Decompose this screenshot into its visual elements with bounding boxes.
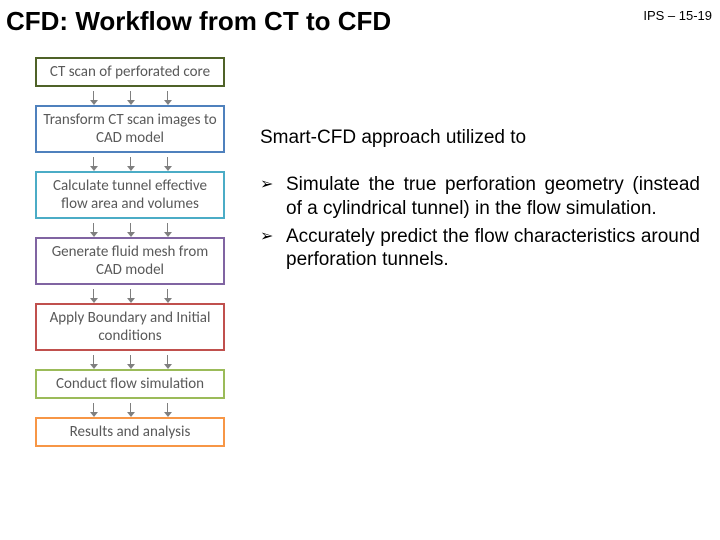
- arrow-group: [93, 285, 168, 303]
- down-arrow-icon: [130, 355, 131, 365]
- header-row: CFD: Workflow from CT to CFD IPS – 15-19: [0, 0, 720, 37]
- down-arrow-icon: [130, 157, 131, 167]
- workflow-column: CT scan of perforated core Transform CT s…: [30, 57, 230, 447]
- arrow-group: [93, 351, 168, 369]
- workflow-step: Results and analysis: [35, 417, 225, 447]
- down-arrow-icon: [167, 91, 168, 101]
- content-area: CT scan of perforated core Transform CT s…: [0, 37, 720, 447]
- bullet-item: ➢ Simulate the true perforation geometry …: [260, 173, 700, 221]
- arrow-group: [93, 399, 168, 417]
- workflow-step: Generate fluid mesh from CAD model: [35, 237, 225, 285]
- down-arrow-icon: [130, 91, 131, 101]
- bullet-text: Accurately predict the flow characterist…: [286, 226, 700, 271]
- down-arrow-icon: [130, 223, 131, 233]
- down-arrow-icon: [167, 403, 168, 413]
- down-arrow-icon: [130, 403, 131, 413]
- bullet-marker-icon: ➢: [260, 227, 273, 247]
- page-title: CFD: Workflow from CT to CFD: [6, 6, 391, 37]
- arrow-group: [93, 153, 168, 171]
- workflow-step: Transform CT scan images to CAD model: [35, 105, 225, 153]
- down-arrow-icon: [93, 91, 94, 101]
- down-arrow-icon: [167, 355, 168, 365]
- bullet-item: ➢ Accurately predict the flow characteris…: [260, 225, 700, 273]
- down-arrow-icon: [93, 223, 94, 233]
- header-code: IPS – 15-19: [643, 6, 712, 23]
- bullet-text: Simulate the true perforation geometry (…: [286, 174, 700, 219]
- arrow-group: [93, 87, 168, 105]
- arrow-group: [93, 219, 168, 237]
- down-arrow-icon: [130, 289, 131, 299]
- workflow-step: Apply Boundary and Initial conditions: [35, 303, 225, 351]
- intro-text: Smart-CFD approach utilized to: [260, 127, 700, 149]
- description-column: Smart-CFD approach utilized to ➢ Simulate…: [260, 57, 710, 447]
- down-arrow-icon: [93, 403, 94, 413]
- down-arrow-icon: [93, 157, 94, 167]
- workflow-step: Calculate tunnel effective flow area and…: [35, 171, 225, 219]
- down-arrow-icon: [167, 289, 168, 299]
- down-arrow-icon: [93, 355, 94, 365]
- workflow-step: Conduct flow simulation: [35, 369, 225, 399]
- bullet-list: ➢ Simulate the true perforation geometry …: [260, 173, 700, 272]
- bullet-marker-icon: ➢: [260, 175, 273, 195]
- workflow-step: CT scan of perforated core: [35, 57, 225, 87]
- down-arrow-icon: [93, 289, 94, 299]
- down-arrow-icon: [167, 157, 168, 167]
- down-arrow-icon: [167, 223, 168, 233]
